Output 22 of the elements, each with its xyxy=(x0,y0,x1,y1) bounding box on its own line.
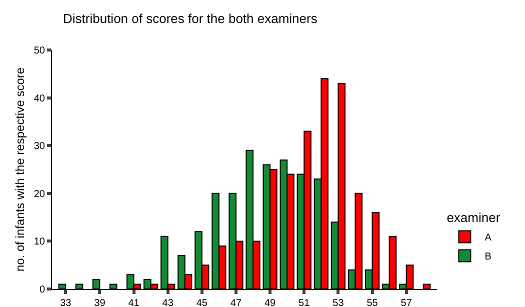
x-tick-label: 39 xyxy=(94,298,106,307)
y-axis-title: no. of infants with the respective score xyxy=(13,67,28,272)
y-tick-label: 30 xyxy=(34,141,46,152)
x-tick-label: 51 xyxy=(298,298,310,307)
x-tick-label: 49 xyxy=(264,298,276,307)
y-tick-label: 20 xyxy=(34,188,46,200)
x-tick-label: 55 xyxy=(366,298,378,307)
legend-title: examiner xyxy=(446,210,501,226)
x-tick-label: 43 xyxy=(162,298,174,307)
y-tick-label: 0 xyxy=(39,284,46,296)
x-tick-label: 53 xyxy=(332,298,344,307)
legend-label: A xyxy=(484,232,492,244)
x-tick-label: 47 xyxy=(230,298,242,307)
chart-title: Distribution of scores for the both examiners xyxy=(63,10,318,26)
legend-label: B xyxy=(484,252,492,263)
y-tick-label: 50 xyxy=(34,46,46,56)
x-tick-label: 33 xyxy=(60,298,72,307)
y-tick-label: 40 xyxy=(34,93,46,104)
y-tick-label: 10 xyxy=(34,236,46,248)
x-tick-label: 41 xyxy=(128,298,140,307)
x-tick-label: 57 xyxy=(400,298,412,307)
x-tick-label: 45 xyxy=(196,298,208,307)
